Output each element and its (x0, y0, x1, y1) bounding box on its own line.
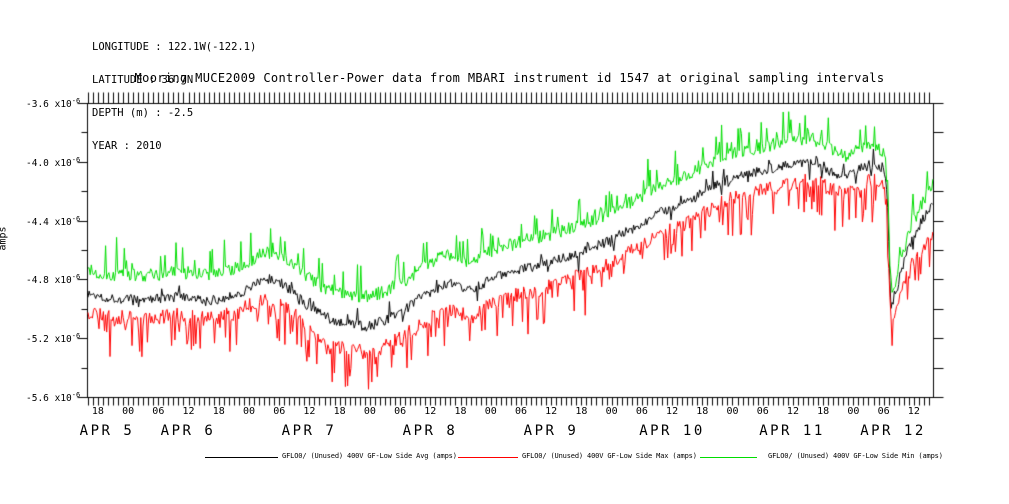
hour-tick-label: 00 (726, 406, 739, 417)
hour-tick-label: 18 (454, 406, 467, 417)
date-label: APR 11 (759, 423, 825, 439)
date-label: APR 5 (79, 423, 135, 439)
date-label: APR 6 (160, 423, 216, 439)
hour-tick-label: 18 (696, 406, 709, 417)
hour-tick-label: 00 (847, 406, 860, 417)
hour-tick-label: 06 (877, 406, 890, 417)
hour-tick-label: 00 (363, 406, 376, 417)
hour-tick-label: 18 (817, 406, 830, 417)
hour-tick-label: 12 (424, 406, 437, 417)
hour-tick-label: 06 (635, 406, 648, 417)
date-label: APR 8 (402, 423, 458, 439)
y-axis-title: amps (0, 226, 9, 251)
hour-tick-label: 00 (605, 406, 618, 417)
hour-tick-label: 12 (907, 406, 920, 417)
hour-tick-label: 12 (786, 406, 799, 417)
hour-tick-label: 06 (756, 406, 769, 417)
date-label: APR 7 (281, 423, 337, 439)
hour-tick-label: 06 (514, 406, 527, 417)
date-label: APR 10 (639, 423, 705, 439)
hour-tick-label: 18 (91, 406, 104, 417)
hour-tick-label: 18 (212, 406, 225, 417)
legend-entry-label: GFLO0/ (Unused) 400V GF-Low Side Max (am… (522, 452, 697, 460)
hour-tick-label: 18 (333, 406, 346, 417)
legend-line-swatch (458, 457, 518, 458)
hour-tick-label: 00 (122, 406, 135, 417)
y-tick-label: -5.6 x10-6 (26, 391, 81, 405)
hour-tick-label: 06 (152, 406, 165, 417)
legend-line-swatch (205, 457, 278, 458)
hour-tick-label: 12 (666, 406, 679, 417)
legend-entry-label: GFLO0/ (Unused) 400V GF-Low Side Avg (am… (282, 452, 457, 460)
y-tick-label: -4.8 x10-6 (26, 273, 81, 287)
hour-tick-label: 18 (575, 406, 588, 417)
legend-entry-label: GFLO0/ (Unused) 400V GF-Low Side Min (am… (768, 452, 943, 460)
hour-tick-label: 12 (545, 406, 558, 417)
hour-tick-label: 00 (484, 406, 497, 417)
hour-tick-label: 12 (182, 406, 195, 417)
hour-tick-label: 06 (394, 406, 407, 417)
hour-tick-label: 00 (242, 406, 256, 417)
y-tick-label: -4.0 x10-6 (26, 155, 81, 169)
y-tick-label: -3.6 x10-6 (26, 97, 81, 111)
date-label: APR 9 (523, 423, 579, 439)
legend-line-swatch (700, 457, 757, 458)
y-tick-label: -5.2 x10-6 (26, 332, 81, 346)
hour-tick-label: 12 (303, 406, 316, 417)
y-tick-label: -4.4 x10-6 (26, 214, 81, 228)
hour-tick-label: 06 (273, 406, 286, 417)
date-label: APR 12 (860, 423, 926, 439)
